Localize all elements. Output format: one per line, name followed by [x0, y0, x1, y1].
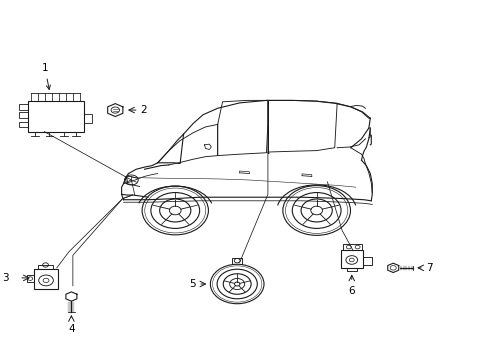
Bar — [340, 250, 362, 268]
Bar — [19, 122, 27, 127]
Text: 7: 7 — [425, 263, 431, 273]
Text: 4: 4 — [68, 324, 75, 334]
Bar — [34, 269, 58, 289]
Bar — [19, 112, 27, 118]
Text: 6: 6 — [348, 286, 354, 296]
Text: 5: 5 — [189, 279, 195, 289]
Text: 3: 3 — [2, 273, 9, 283]
Text: 2: 2 — [140, 105, 146, 115]
Bar — [362, 257, 371, 265]
Bar — [27, 101, 83, 132]
Bar — [19, 104, 27, 110]
Text: 1: 1 — [41, 63, 50, 89]
Bar — [342, 244, 361, 250]
Bar — [83, 114, 92, 123]
